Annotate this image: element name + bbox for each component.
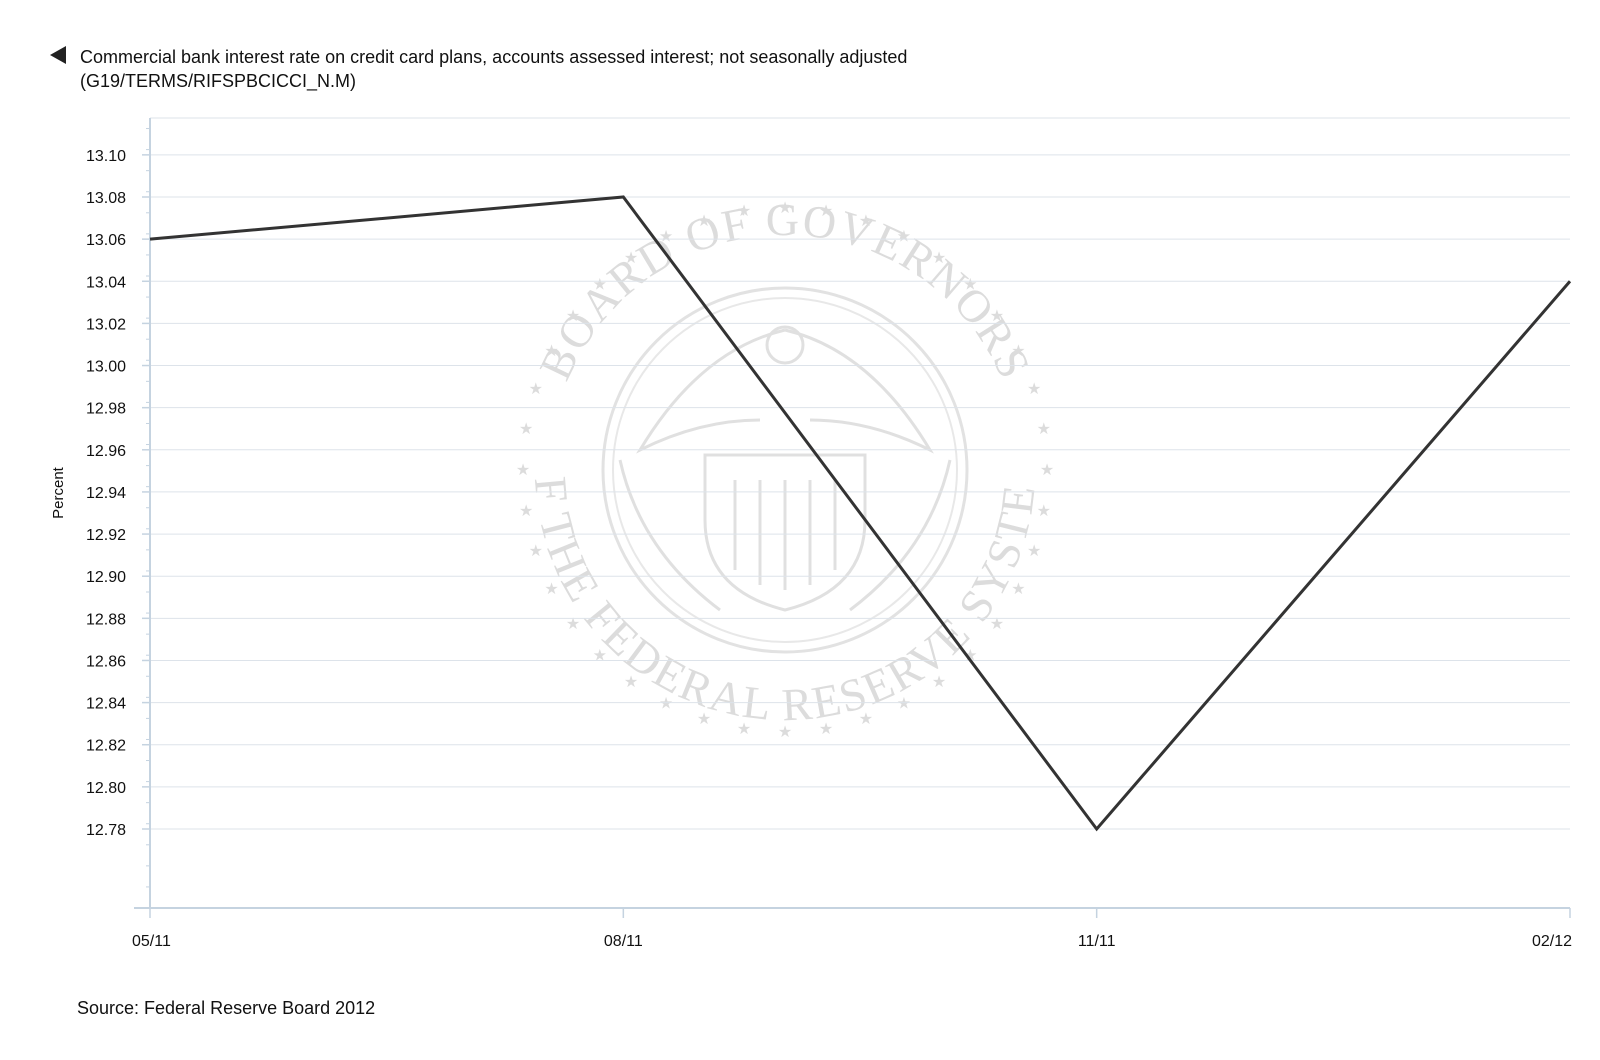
seal-star-icon: ★ — [859, 213, 873, 230]
seal-star-icon: ★ — [819, 203, 833, 220]
seal-star-icon: ★ — [519, 503, 533, 520]
y-axis: 13.10 13.08 13.06 13.04 13.02 13.00 12.98 12.96… — [86, 118, 151, 909]
seal-star-icon: ★ — [659, 695, 673, 712]
y-tick-label: 12.94 — [86, 485, 126, 502]
chart-title-line1: Commercial bank interest rate on credit … — [80, 47, 908, 67]
y-tick-label: 12.82 — [86, 738, 126, 755]
seal-star-icon: ★ — [737, 203, 751, 220]
seal-star-icon: ★ — [1011, 581, 1025, 598]
series-line[interactable] — [149, 195, 1572, 832]
data-point[interactable] — [144, 233, 156, 245]
source-note: Source: Federal Reserve Board 2012 — [77, 998, 376, 1018]
data-point[interactable] — [1564, 275, 1576, 287]
x-axis: 05/11 08/11 11/11 02/12 — [132, 907, 1572, 950]
grid-lines — [150, 117, 1570, 830]
seal-star-icon: ★ — [516, 462, 530, 479]
y-tick-label: 12.98 — [86, 401, 126, 418]
y-axis-label: Percent — [50, 466, 67, 519]
seal-star-icon: ★ — [1027, 543, 1041, 560]
y-tick-label: 12.96 — [86, 443, 126, 460]
y-tick-label: 13.02 — [86, 316, 126, 333]
chart-series-code: (G19/TERMS/RIFSPBCICCI_N.M) — [80, 71, 357, 91]
y-tick-label: 12.92 — [86, 527, 126, 544]
chart-title: Commercial bank interest rate on credit … — [80, 45, 907, 93]
seal-star-icon: ★ — [859, 711, 873, 728]
federal-reserve-seal-icon: ★★★★★★★★★★★★★★★★★★★★★★★★★★★★★★ ★ ★★★★★★★★★… — [0, 0, 1054, 741]
seal-star-icon: ★ — [697, 213, 711, 230]
series-group — [144, 191, 1576, 835]
y-tick-label: 12.78 — [86, 822, 126, 839]
seal-star-icon: ★ — [1011, 343, 1025, 360]
seal-star-icon: ★ — [1037, 421, 1051, 438]
seal-star-icon: ★ — [544, 343, 558, 360]
seal-star-icon: ★ — [1027, 381, 1041, 398]
seal-star-icon: ★ — [659, 229, 673, 246]
seal-star-icon: ★ — [932, 674, 946, 691]
x-tick-label: 11/11 — [1078, 933, 1116, 950]
seal-star-icon: ★ — [697, 711, 711, 728]
y-tick-label: 12.90 — [86, 569, 126, 586]
seal-star-icon: ★ — [990, 616, 1004, 633]
y-tick-label: 13.10 — [86, 148, 126, 165]
seal-star-icon: ★ — [990, 308, 1004, 325]
x-tick-label: 05/11 — [132, 933, 171, 950]
seal-star-icon: ★ — [624, 250, 638, 267]
seal-star-icon: ★ — [566, 308, 580, 325]
y-tick-label: 12.80 — [86, 780, 126, 797]
y-tick-label: 13.04 — [86, 274, 126, 291]
seal-star-icon: ★ — [737, 721, 751, 738]
y-tick-label: 13.06 — [86, 232, 126, 249]
seal-star-icon: ★ — [624, 674, 638, 691]
y-tick-label: 12.88 — [86, 611, 126, 628]
seal-star-icon: ★ — [1037, 503, 1051, 520]
seal-star-icon: ★ — [778, 724, 792, 741]
y-tick-label: 12.86 — [86, 653, 126, 670]
x-tick-label: 02/12 — [1532, 933, 1572, 950]
seal-star-icon: ★ — [529, 381, 543, 398]
x-tick-label: 08/11 — [604, 933, 643, 950]
data-point[interactable] — [1091, 823, 1103, 835]
y-tick-label: 13.00 — [86, 359, 126, 376]
data-point[interactable] — [617, 191, 629, 203]
seal-star-icon: ★ — [519, 421, 533, 438]
seal-star-icon: ★ — [819, 721, 833, 738]
seal-star-icon: ★ — [778, 200, 792, 217]
seal-star-icon: ★ — [897, 229, 911, 246]
seal-star-icon: ★ — [1040, 462, 1054, 479]
seal-star-icon: ★ — [566, 616, 580, 633]
seal-star-icon: ★ — [897, 695, 911, 712]
triangle-left-icon[interactable] — [50, 46, 66, 64]
seal-star-icon: ★ — [932, 250, 946, 267]
seal-star-icon: ★ — [544, 581, 558, 598]
seal-star-icon: ★ — [529, 543, 543, 560]
y-tick-label: 12.84 — [86, 696, 126, 713]
y-tick-label: 13.08 — [86, 190, 126, 207]
